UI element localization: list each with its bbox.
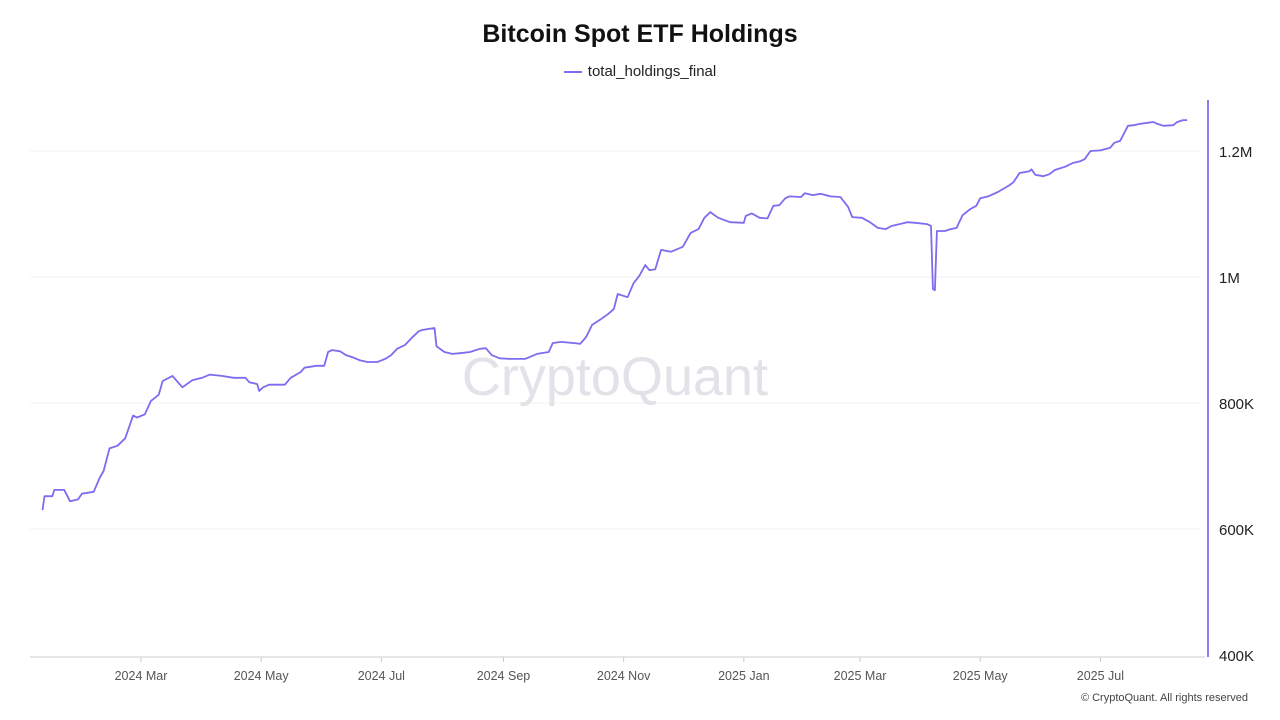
x-tick-label: 2024 Mar xyxy=(115,669,168,683)
legend-label: total_holdings_final xyxy=(587,63,717,80)
x-tick-label: 2025 Jan xyxy=(718,669,769,683)
x-tick-label: 2024 Jul xyxy=(358,669,405,683)
series-line-total-holdings-final xyxy=(41,119,1188,511)
y-tick-label: 400K xyxy=(1219,648,1254,665)
gridlines xyxy=(30,150,1200,530)
chart-title: Bitcoin Spot ETF Holdings xyxy=(482,20,798,48)
y-tick-label: 600K xyxy=(1219,522,1254,539)
y-tick-label: 1M xyxy=(1219,270,1240,287)
x-tick-label: 2024 May xyxy=(234,669,290,683)
y-tick-label: 800K xyxy=(1219,396,1254,413)
legend[interactable]: total_holdings_final xyxy=(0,63,1280,80)
y-tick-label: 1.2M xyxy=(1219,144,1252,161)
x-tick-label: 2024 Sep xyxy=(477,669,531,683)
watermark: CryptoQuant xyxy=(462,347,768,407)
legend-swatch xyxy=(563,71,582,74)
x-tick-label: 2024 Nov xyxy=(597,669,651,683)
x-tick-label: 2025 May xyxy=(953,669,1009,683)
x-tick-label: 2025 Mar xyxy=(834,669,887,683)
x-tick-label: 2025 Jul xyxy=(1077,669,1124,683)
copyright-footer: © CryptoQuant. All rights reserved xyxy=(1080,692,1248,704)
